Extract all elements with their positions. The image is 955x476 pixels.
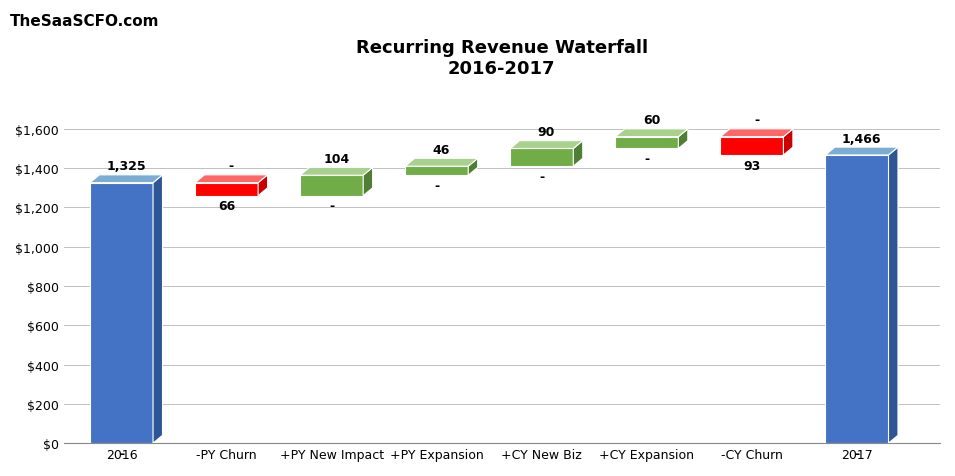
Text: 1,466: 1,466 <box>842 132 881 146</box>
Polygon shape <box>720 138 783 156</box>
Text: -: - <box>229 160 234 173</box>
Polygon shape <box>195 176 267 183</box>
Polygon shape <box>573 141 583 167</box>
Polygon shape <box>90 183 153 443</box>
Text: -: - <box>754 114 759 127</box>
Text: 93: 93 <box>743 159 760 172</box>
Polygon shape <box>678 129 688 149</box>
Polygon shape <box>888 148 898 443</box>
Text: -: - <box>855 447 860 460</box>
Polygon shape <box>153 176 162 443</box>
Text: -: - <box>119 447 124 460</box>
Polygon shape <box>510 149 573 167</box>
Text: -: - <box>540 170 544 183</box>
Polygon shape <box>363 168 372 196</box>
Polygon shape <box>825 148 898 156</box>
Polygon shape <box>195 183 258 196</box>
Polygon shape <box>405 167 468 176</box>
Polygon shape <box>615 129 688 138</box>
Text: 1,325: 1,325 <box>106 160 146 173</box>
Polygon shape <box>783 129 793 156</box>
Polygon shape <box>468 159 478 176</box>
Polygon shape <box>510 141 583 149</box>
Polygon shape <box>258 176 267 196</box>
Polygon shape <box>300 176 363 196</box>
Text: 46: 46 <box>433 144 450 157</box>
Polygon shape <box>300 168 372 176</box>
Polygon shape <box>720 129 793 138</box>
Text: -: - <box>329 200 334 213</box>
Polygon shape <box>405 159 478 167</box>
Text: -: - <box>435 179 439 192</box>
Title: Recurring Revenue Waterfall
2016-2017: Recurring Revenue Waterfall 2016-2017 <box>356 39 647 78</box>
Text: 90: 90 <box>538 126 555 139</box>
Polygon shape <box>825 156 888 443</box>
Polygon shape <box>615 138 678 149</box>
Text: TheSaaSCFO.com: TheSaaSCFO.com <box>10 14 159 29</box>
Text: -: - <box>645 153 649 166</box>
Text: 104: 104 <box>323 153 350 166</box>
Polygon shape <box>90 176 162 183</box>
Text: 66: 66 <box>218 200 235 213</box>
Text: 60: 60 <box>643 114 660 127</box>
